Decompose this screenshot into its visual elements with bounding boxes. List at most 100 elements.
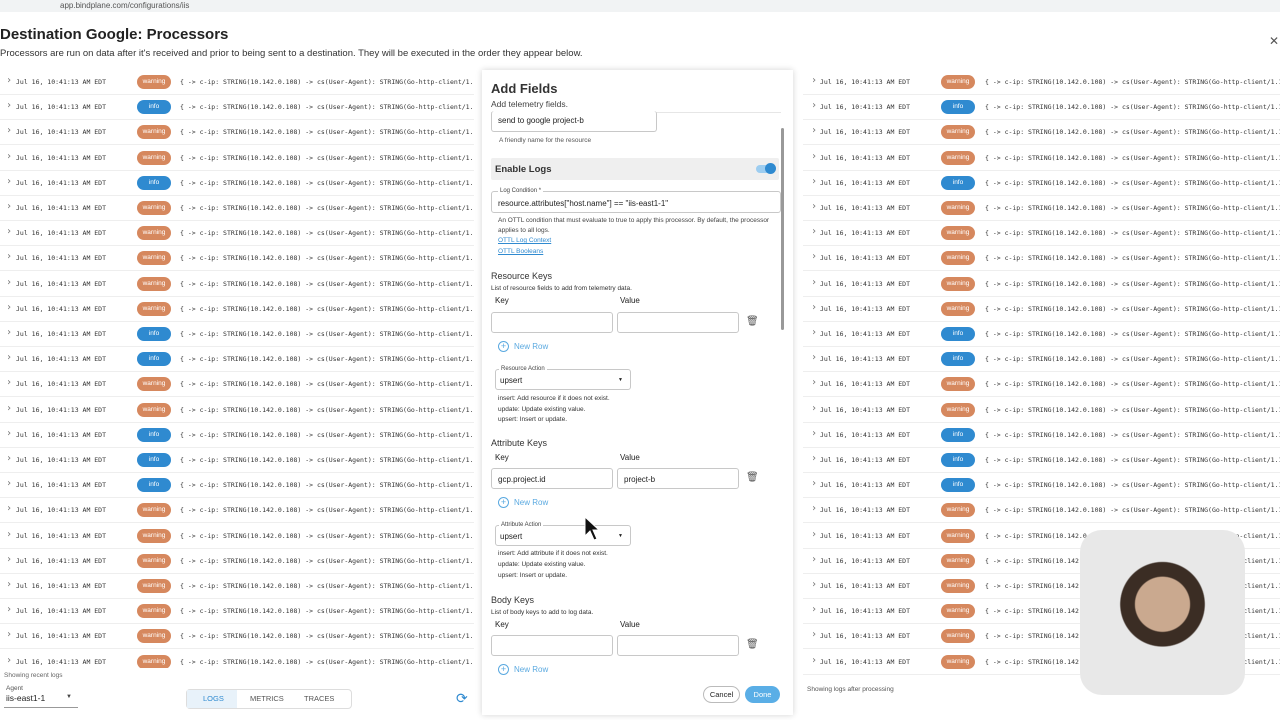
done-button[interactable]: Done [745, 686, 780, 703]
delete-icon[interactable]: 🗑 [746, 316, 759, 327]
expand-icon[interactable]: › [6, 75, 13, 86]
expand-icon[interactable]: › [6, 629, 13, 641]
resource-action-select[interactable]: Resource Action upsert ▼ [495, 366, 631, 390]
delete-icon[interactable]: 🗑 [746, 639, 759, 650]
condition-input[interactable]: Log Condition * resource.attributes["hos… [491, 188, 781, 213]
expand-icon[interactable]: › [811, 327, 818, 338]
log-row[interactable]: › Jul 16, 10:41:13 AM EDT warning { -> c-ip… [0, 70, 474, 95]
log-row[interactable]: › Jul 16, 10:41:13 AM EDT warning { -> c-ip… [803, 398, 1280, 423]
close-button[interactable]: ✕ [1269, 34, 1280, 48]
log-row[interactable]: › Jul 16, 10:41:13 AM EDT warning { -> c-ip… [0, 146, 474, 171]
log-row[interactable]: › Jul 16, 10:41:13 AM EDT warning { -> c-ip… [0, 650, 474, 668]
expand-icon[interactable]: › [6, 553, 13, 565]
log-row[interactable]: › Jul 16, 10:41:13 AM EDT info { -> c-ip: S… [803, 473, 1280, 499]
expand-icon[interactable]: › [811, 478, 818, 490]
log-row[interactable]: › Jul 16, 10:41:13 AM EDT warning { -> c-ip… [0, 574, 474, 599]
log-row[interactable]: › Jul 16, 10:41:13 AM EDT warning { -> c-ip… [803, 297, 1280, 322]
log-row[interactable]: › Jul 16, 10:41:13 AM EDT warning { -> c-ip… [0, 549, 474, 574]
expand-icon[interactable]: › [811, 503, 818, 515]
expand-icon[interactable]: › [811, 301, 818, 313]
value-input[interactable] [617, 635, 739, 656]
new-row-button[interactable]: New Row [514, 342, 549, 351]
expand-icon[interactable]: › [811, 528, 818, 540]
value-input[interactable]: project-b [617, 468, 739, 489]
expand-icon[interactable]: › [6, 327, 13, 338]
log-row[interactable]: › Jul 16, 10:41:13 AM EDT warning { -> c-ip… [0, 372, 474, 398]
expand-icon[interactable]: › [6, 226, 13, 238]
expand-icon[interactable]: › [811, 276, 818, 288]
log-row[interactable]: › Jul 16, 10:41:13 AM EDT info { -> c-ip: S… [0, 95, 474, 121]
log-row[interactable]: › Jul 16, 10:41:13 AM EDT info { -> c-ip: S… [803, 95, 1280, 121]
expand-icon[interactable]: › [811, 201, 818, 212]
expand-icon[interactable]: › [811, 377, 818, 389]
link[interactable]: OTTL Log Context [498, 237, 552, 244]
log-row[interactable]: › Jul 16, 10:41:13 AM EDT warning { -> c-ip… [803, 372, 1280, 398]
log-row[interactable]: › Jul 16, 10:41:13 AM EDT warning { -> c-ip… [0, 599, 474, 625]
refresh-button[interactable]: ⟳ [456, 690, 468, 706]
key-input[interactable]: gcp.project.id [491, 468, 613, 489]
value-input[interactable] [617, 312, 739, 333]
log-row[interactable]: › Jul 16, 10:41:13 AM EDT info { -> c-ip: S… [803, 347, 1280, 373]
expand-icon[interactable]: › [811, 100, 818, 112]
expand-icon[interactable]: › [6, 453, 13, 464]
log-row[interactable]: › Jul 16, 10:41:13 AM EDT warning { -> c-ip… [0, 221, 474, 247]
log-row[interactable]: › Jul 16, 10:41:13 AM EDT warning { -> c-ip… [0, 246, 474, 272]
expand-icon[interactable]: › [811, 427, 818, 439]
url[interactable]: app.bindplane.com/configurations/iis [60, 1, 190, 10]
log-row[interactable]: › Jul 16, 10:41:13 AM EDT info { -> c-ip: S… [803, 171, 1280, 196]
expand-icon[interactable]: › [811, 553, 818, 565]
expand-icon[interactable]: › [6, 251, 13, 263]
expand-icon[interactable]: › [6, 579, 13, 590]
delete-icon[interactable]: 🗑 [746, 472, 759, 483]
key-input[interactable] [491, 635, 613, 656]
expand-icon[interactable]: › [811, 453, 818, 464]
log-row[interactable]: › Jul 16, 10:41:13 AM EDT warning { -> c-ip… [0, 272, 474, 297]
expand-icon[interactable]: › [6, 276, 13, 288]
expand-icon[interactable]: › [6, 150, 13, 162]
log-row[interactable]: › Jul 16, 10:41:13 AM EDT warning { -> c-ip… [803, 196, 1280, 221]
name-input[interactable]: send to google project-b [491, 111, 657, 132]
log-row[interactable]: › Jul 16, 10:41:13 AM EDT warning { -> c-ip… [0, 196, 474, 221]
expand-icon[interactable]: › [6, 528, 13, 540]
log-row[interactable]: › Jul 16, 10:41:13 AM EDT warning { -> c-ip… [803, 498, 1280, 524]
log-row[interactable]: › Jul 16, 10:41:13 AM EDT warning { -> c-ip… [0, 398, 474, 423]
expand-icon[interactable]: › [6, 352, 13, 364]
new-row-button[interactable]: New Row [514, 665, 549, 674]
tab[interactable]: METRICS [250, 694, 284, 703]
log-row[interactable]: › Jul 16, 10:41:13 AM EDT warning { -> c-ip… [0, 498, 474, 524]
expand-icon[interactable]: › [6, 201, 13, 212]
log-row[interactable]: › Jul 16, 10:41:13 AM EDT info { -> c-ip: S… [0, 347, 474, 373]
expand-icon[interactable]: › [811, 604, 818, 616]
log-row[interactable]: › Jul 16, 10:41:13 AM EDT warning { -> c-ip… [803, 272, 1280, 297]
log-row[interactable]: › Jul 16, 10:41:13 AM EDT info { -> c-ip: S… [0, 473, 474, 499]
expand-icon[interactable]: › [6, 125, 13, 137]
expand-icon[interactable]: › [6, 402, 13, 414]
log-row[interactable]: › Jul 16, 10:41:13 AM EDT info { -> c-ip: S… [0, 171, 474, 196]
log-row[interactable]: › Jul 16, 10:41:13 AM EDT warning { -> c-ip… [0, 624, 474, 650]
log-row[interactable]: › Jul 16, 10:41:13 AM EDT warning { -> c-ip… [0, 524, 474, 549]
log-row[interactable]: › Jul 16, 10:41:13 AM EDT info { -> c-ip: S… [803, 448, 1280, 473]
link[interactable]: OTTL Booleans [498, 248, 544, 255]
expand-icon[interactable]: › [6, 175, 13, 187]
expand-icon[interactable]: › [811, 226, 818, 238]
expand-icon[interactable]: › [811, 150, 818, 162]
expand-icon[interactable]: › [811, 125, 818, 137]
expand-icon[interactable]: › [6, 604, 13, 616]
expand-icon[interactable]: › [6, 427, 13, 439]
expand-icon[interactable]: › [811, 75, 818, 86]
log-row[interactable]: › Jul 16, 10:41:13 AM EDT info { -> c-ip: S… [0, 423, 474, 448]
log-row[interactable]: › Jul 16, 10:41:13 AM EDT warning { -> c-ip… [0, 297, 474, 322]
expand-icon[interactable]: › [6, 377, 13, 389]
expand-icon[interactable]: › [6, 301, 13, 313]
agent-select[interactable]: iis-east1-1 ▼ [4, 690, 78, 708]
expand-icon[interactable]: › [811, 402, 818, 414]
expand-icon[interactable]: › [6, 100, 13, 112]
tab[interactable]: TRACES [304, 694, 335, 703]
log-row[interactable]: › Jul 16, 10:41:13 AM EDT warning { -> c-ip… [0, 120, 474, 146]
expand-icon[interactable]: › [811, 251, 818, 263]
expand-icon[interactable]: › [811, 175, 818, 187]
tab[interactable]: LOGS [203, 694, 224, 703]
key-input[interactable] [491, 312, 613, 333]
expand-icon[interactable]: › [6, 503, 13, 515]
cancel-button[interactable]: Cancel [703, 686, 740, 703]
